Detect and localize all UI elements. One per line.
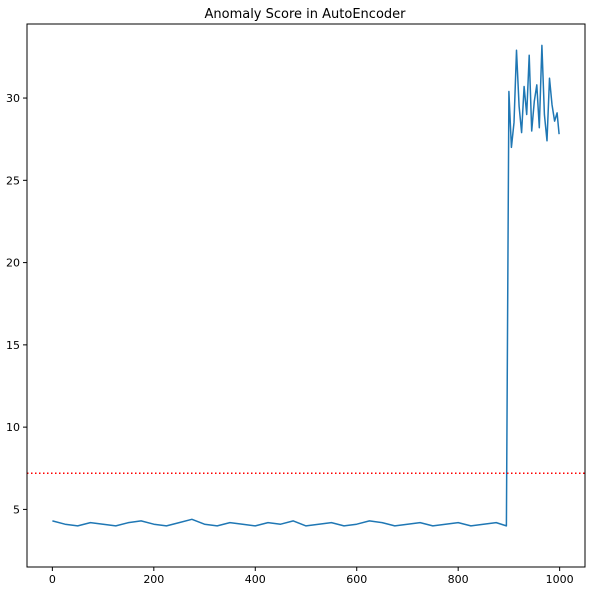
chart-title: Anomaly Score in AutoEncoder: [204, 7, 406, 22]
x-tick-label: 200: [143, 573, 164, 586]
y-tick-label: 15: [6, 339, 20, 352]
y-tick-label: 30: [6, 92, 20, 105]
x-tick-label: 1000: [546, 573, 574, 586]
x-tick-label: 600: [346, 573, 367, 586]
y-tick-label: 20: [6, 257, 20, 270]
y-axis: 5 10 15 20 25 30: [6, 92, 27, 516]
axes-frame: [26, 23, 586, 568]
series-line-0: [52, 44, 560, 527]
x-tick-label: 800: [448, 573, 469, 586]
y-tick-label: 5: [13, 503, 20, 516]
x-tick-label: 400: [245, 573, 266, 586]
plot-area: [27, 44, 585, 527]
x-axis: 0 200 400 600 800 1000: [49, 567, 574, 586]
y-tick-label: 10: [6, 421, 20, 434]
y-tick-label: 25: [6, 174, 20, 187]
x-tick-label: 0: [49, 573, 56, 586]
